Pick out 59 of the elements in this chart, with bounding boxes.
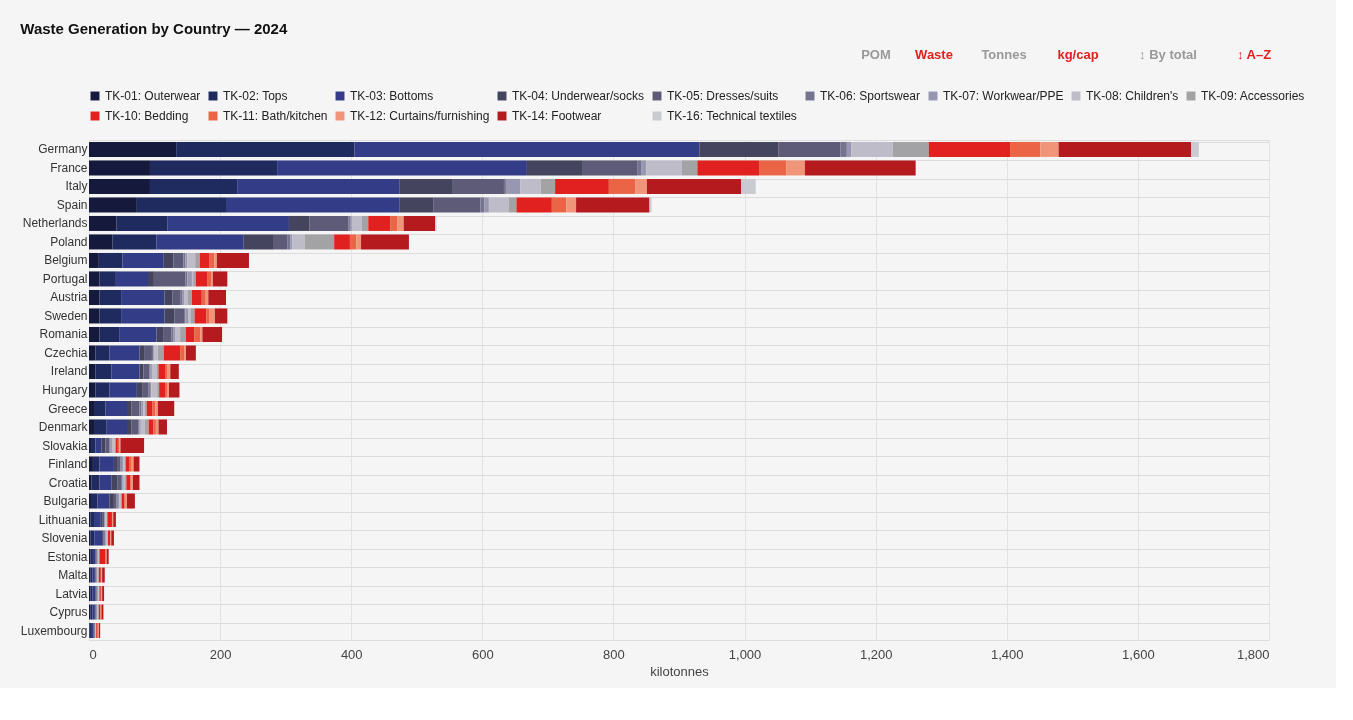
legend-label: TK-02: Tops [223, 89, 288, 103]
x-tick-label: 1,600 [1122, 646, 1155, 662]
chart-title: Waste Generation by Country — 2024 [20, 20, 288, 37]
text: ↕ A–Z [1236, 47, 1272, 62]
x-tick-label: 800 [603, 646, 625, 662]
text: ↕ By total [1139, 47, 1197, 62]
y-tick-label: Slovakia [42, 438, 88, 453]
y-tick-label: Estonia [47, 549, 88, 564]
legend-label: TK-08: Children's [1086, 89, 1179, 103]
x-tick-label: 0 [89, 646, 97, 662]
x-tick-label: 1,400 [991, 646, 1024, 662]
y-tick-label: Netherlands [22, 216, 88, 231]
legend-label: TK-10: Bedding [105, 109, 189, 123]
y-tick-label: Cyprus [49, 605, 88, 620]
legend-label: TK-01: Outerwear [105, 89, 201, 103]
legend-label: TK-03: Bottoms [350, 89, 434, 103]
text: kg/cap [1057, 47, 1099, 62]
legend-label: TK-04: Underwear/socks [512, 89, 645, 103]
x-tick-label: 1,200 [859, 646, 893, 662]
y-tick-label: Luxembourg [20, 623, 88, 638]
y-tick-label: France [50, 160, 88, 175]
y-tick-label: Belgium [44, 253, 88, 268]
legend-label: TK-16: Technical textiles [667, 109, 797, 123]
y-tick-label: Lithuania [38, 512, 88, 527]
y-tick-label: Poland [50, 234, 88, 249]
y-tick-label: Germany [38, 142, 88, 157]
y-tick-label: Portugal [42, 271, 88, 286]
y-tick-label: Denmark [38, 420, 89, 435]
legend-label: TK-06: Sportswear [820, 89, 921, 103]
text: POM [861, 47, 891, 62]
y-tick-label: Romania [39, 327, 88, 342]
legend-label: TK-05: Dresses/suits [667, 89, 779, 103]
y-tick-label: Italy [65, 179, 88, 194]
x-tick-label: 1,800 [1236, 646, 1270, 662]
y-tick-label: Greece [48, 401, 88, 416]
y-tick-label: Czechia [44, 345, 88, 360]
y-tick-label: Slovenia [41, 531, 88, 546]
x-tick-label: 1,000 [728, 646, 762, 662]
y-tick-label: Latvia [55, 586, 88, 601]
y-tick-label: Hungary [42, 383, 88, 397]
x-tick-label: 600 [471, 646, 494, 662]
legend-label: TK-11: Bath/kitchen [223, 109, 328, 123]
text: Tonnes [981, 47, 1027, 62]
y-tick-label: Malta [58, 568, 88, 583]
y-tick-label: Ireland [50, 364, 88, 379]
y-tick-label: Austria [50, 290, 88, 305]
legend-label: TK-14: Footwear [512, 109, 602, 123]
legend-label: TK-09: Accessories [1201, 89, 1305, 103]
y-tick-label: Croatia [48, 475, 88, 490]
x-axis-title: kilotonnes [650, 663, 710, 679]
x-tick-label: 200 [209, 646, 232, 662]
y-tick-label: Spain [56, 197, 88, 212]
legend-label: TK-12: Curtains/furnishing [350, 109, 490, 123]
y-tick-label: Sweden [44, 308, 88, 323]
text: Waste [915, 47, 953, 62]
legend-label: TK-07: Workwear/PPE [943, 89, 1064, 103]
y-tick-label: Bulgaria [43, 494, 88, 509]
x-tick-label: 400 [340, 646, 363, 662]
y-tick-label: Finland [48, 457, 88, 472]
